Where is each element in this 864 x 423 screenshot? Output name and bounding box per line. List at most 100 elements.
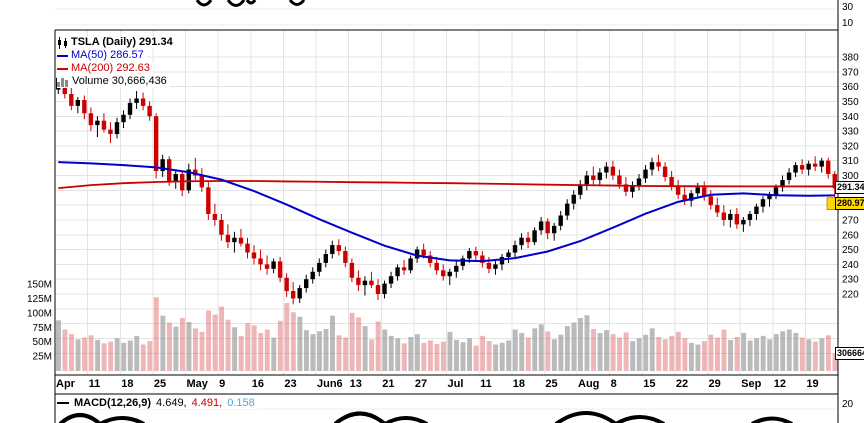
candle-body (506, 252, 511, 257)
candle-body (695, 187, 700, 194)
volume-bar (447, 331, 453, 371)
cropped-upper-pane-fragment (288, 0, 306, 6)
candle-body (525, 237, 531, 243)
volume-bar (127, 340, 133, 371)
macd-signal-value: 4.491, (191, 397, 223, 409)
volume-tick-label: 150M (27, 280, 52, 291)
x-axis-label: 13 (350, 378, 362, 390)
volume-bar (225, 319, 231, 371)
candle-body (271, 261, 276, 269)
volume-tick-label: 50M (33, 337, 52, 348)
candle-body (656, 162, 661, 167)
candle-body (512, 245, 518, 253)
volume-bar (121, 342, 127, 371)
x-axis-label: Aug (578, 378, 599, 390)
volume-bar (277, 320, 283, 371)
symbol-label: TSLA (Daily) 291.34 (71, 36, 173, 48)
volume-bar (767, 339, 773, 371)
volume-bar (297, 316, 303, 371)
candle-body (578, 184, 583, 195)
candle-body (251, 252, 257, 259)
candle-body (565, 203, 570, 216)
candle-body (297, 288, 302, 299)
candle-body (421, 249, 426, 256)
volume-bar (662, 339, 668, 371)
volume-bar (538, 324, 544, 371)
candle-body (153, 116, 159, 172)
session-low-tag: 280.97 (835, 196, 864, 210)
ma200-legend-row: MA(200) 292.63 (57, 62, 153, 75)
x-axis-label: 12 (774, 378, 786, 390)
volume-bar (258, 332, 264, 371)
volume-bar (206, 310, 211, 371)
price-tick-label: 240 (842, 260, 859, 271)
candle-body (356, 277, 361, 286)
volume-bar (708, 334, 714, 371)
volume-bar (675, 331, 681, 371)
candle-body (388, 276, 394, 284)
candle-body (108, 129, 113, 135)
candle-body (708, 196, 713, 206)
volume-bar (310, 334, 316, 371)
upper-axis-tick-10: 10 (842, 18, 854, 29)
candle-body (193, 169, 198, 176)
candle-body (832, 174, 837, 189)
cropped-upper-pane-fragment (245, 0, 257, 5)
macd-axis-tick-20: 20 (842, 399, 854, 410)
candle-body (591, 175, 596, 180)
candle-body (819, 160, 824, 167)
candle-body (304, 279, 309, 289)
volume-bar (630, 341, 636, 371)
x-axis-label: Sep (741, 378, 761, 390)
volume-tick-label: 25M (33, 352, 52, 363)
candle-body (604, 166, 609, 173)
candle-body (75, 99, 81, 106)
upper-axis-tick-30: 30 (842, 2, 854, 13)
candle-body (617, 175, 622, 185)
volume-bar (480, 335, 486, 371)
candle-body (793, 165, 798, 173)
volume-bar (519, 332, 525, 371)
x-axis-label: 19 (806, 378, 818, 390)
volume-bar (486, 341, 492, 371)
x-axis-label: 29 (709, 378, 721, 390)
ma50-line (58, 161, 835, 263)
candle-body (747, 214, 753, 220)
volume-bar (421, 342, 427, 371)
price-tick-label: 360 (842, 82, 859, 93)
volume-bar (173, 326, 179, 371)
volume-tick-label: 125M (27, 294, 52, 305)
x-axis-label: Jun6 (317, 378, 343, 390)
candle-body (688, 193, 694, 201)
ma50-line-swatch (57, 54, 68, 57)
candle-body (69, 94, 74, 106)
ma200-line (58, 180, 835, 189)
candle-body (290, 291, 296, 299)
candle-body (238, 237, 244, 244)
candle-body (88, 113, 94, 126)
candle-body (454, 265, 459, 272)
volume-bar (330, 315, 335, 371)
volume-bar (349, 312, 355, 371)
volume-bar (62, 329, 68, 371)
candle-body (427, 255, 433, 263)
candle-body (212, 214, 218, 220)
volume-bar (812, 341, 818, 371)
candle-body (401, 267, 407, 271)
price-tick-label: 330 (842, 127, 859, 138)
macd-line-swatch (57, 402, 69, 404)
price-tick-label: 370 (842, 67, 859, 78)
volume-bar (643, 334, 649, 371)
volume-bar (427, 340, 433, 371)
candle-body (532, 230, 537, 243)
candle-body (702, 187, 707, 197)
symbol-legend-row: TSLA (Daily) 291.34 (57, 36, 176, 49)
x-axis-label: Apr (56, 378, 76, 390)
volume-bar (610, 334, 616, 371)
candle-body (486, 262, 492, 269)
volume-bar (617, 337, 623, 371)
x-axis-label: 8 (611, 378, 617, 390)
volume-bar (343, 337, 349, 371)
volume-bar (382, 329, 388, 371)
